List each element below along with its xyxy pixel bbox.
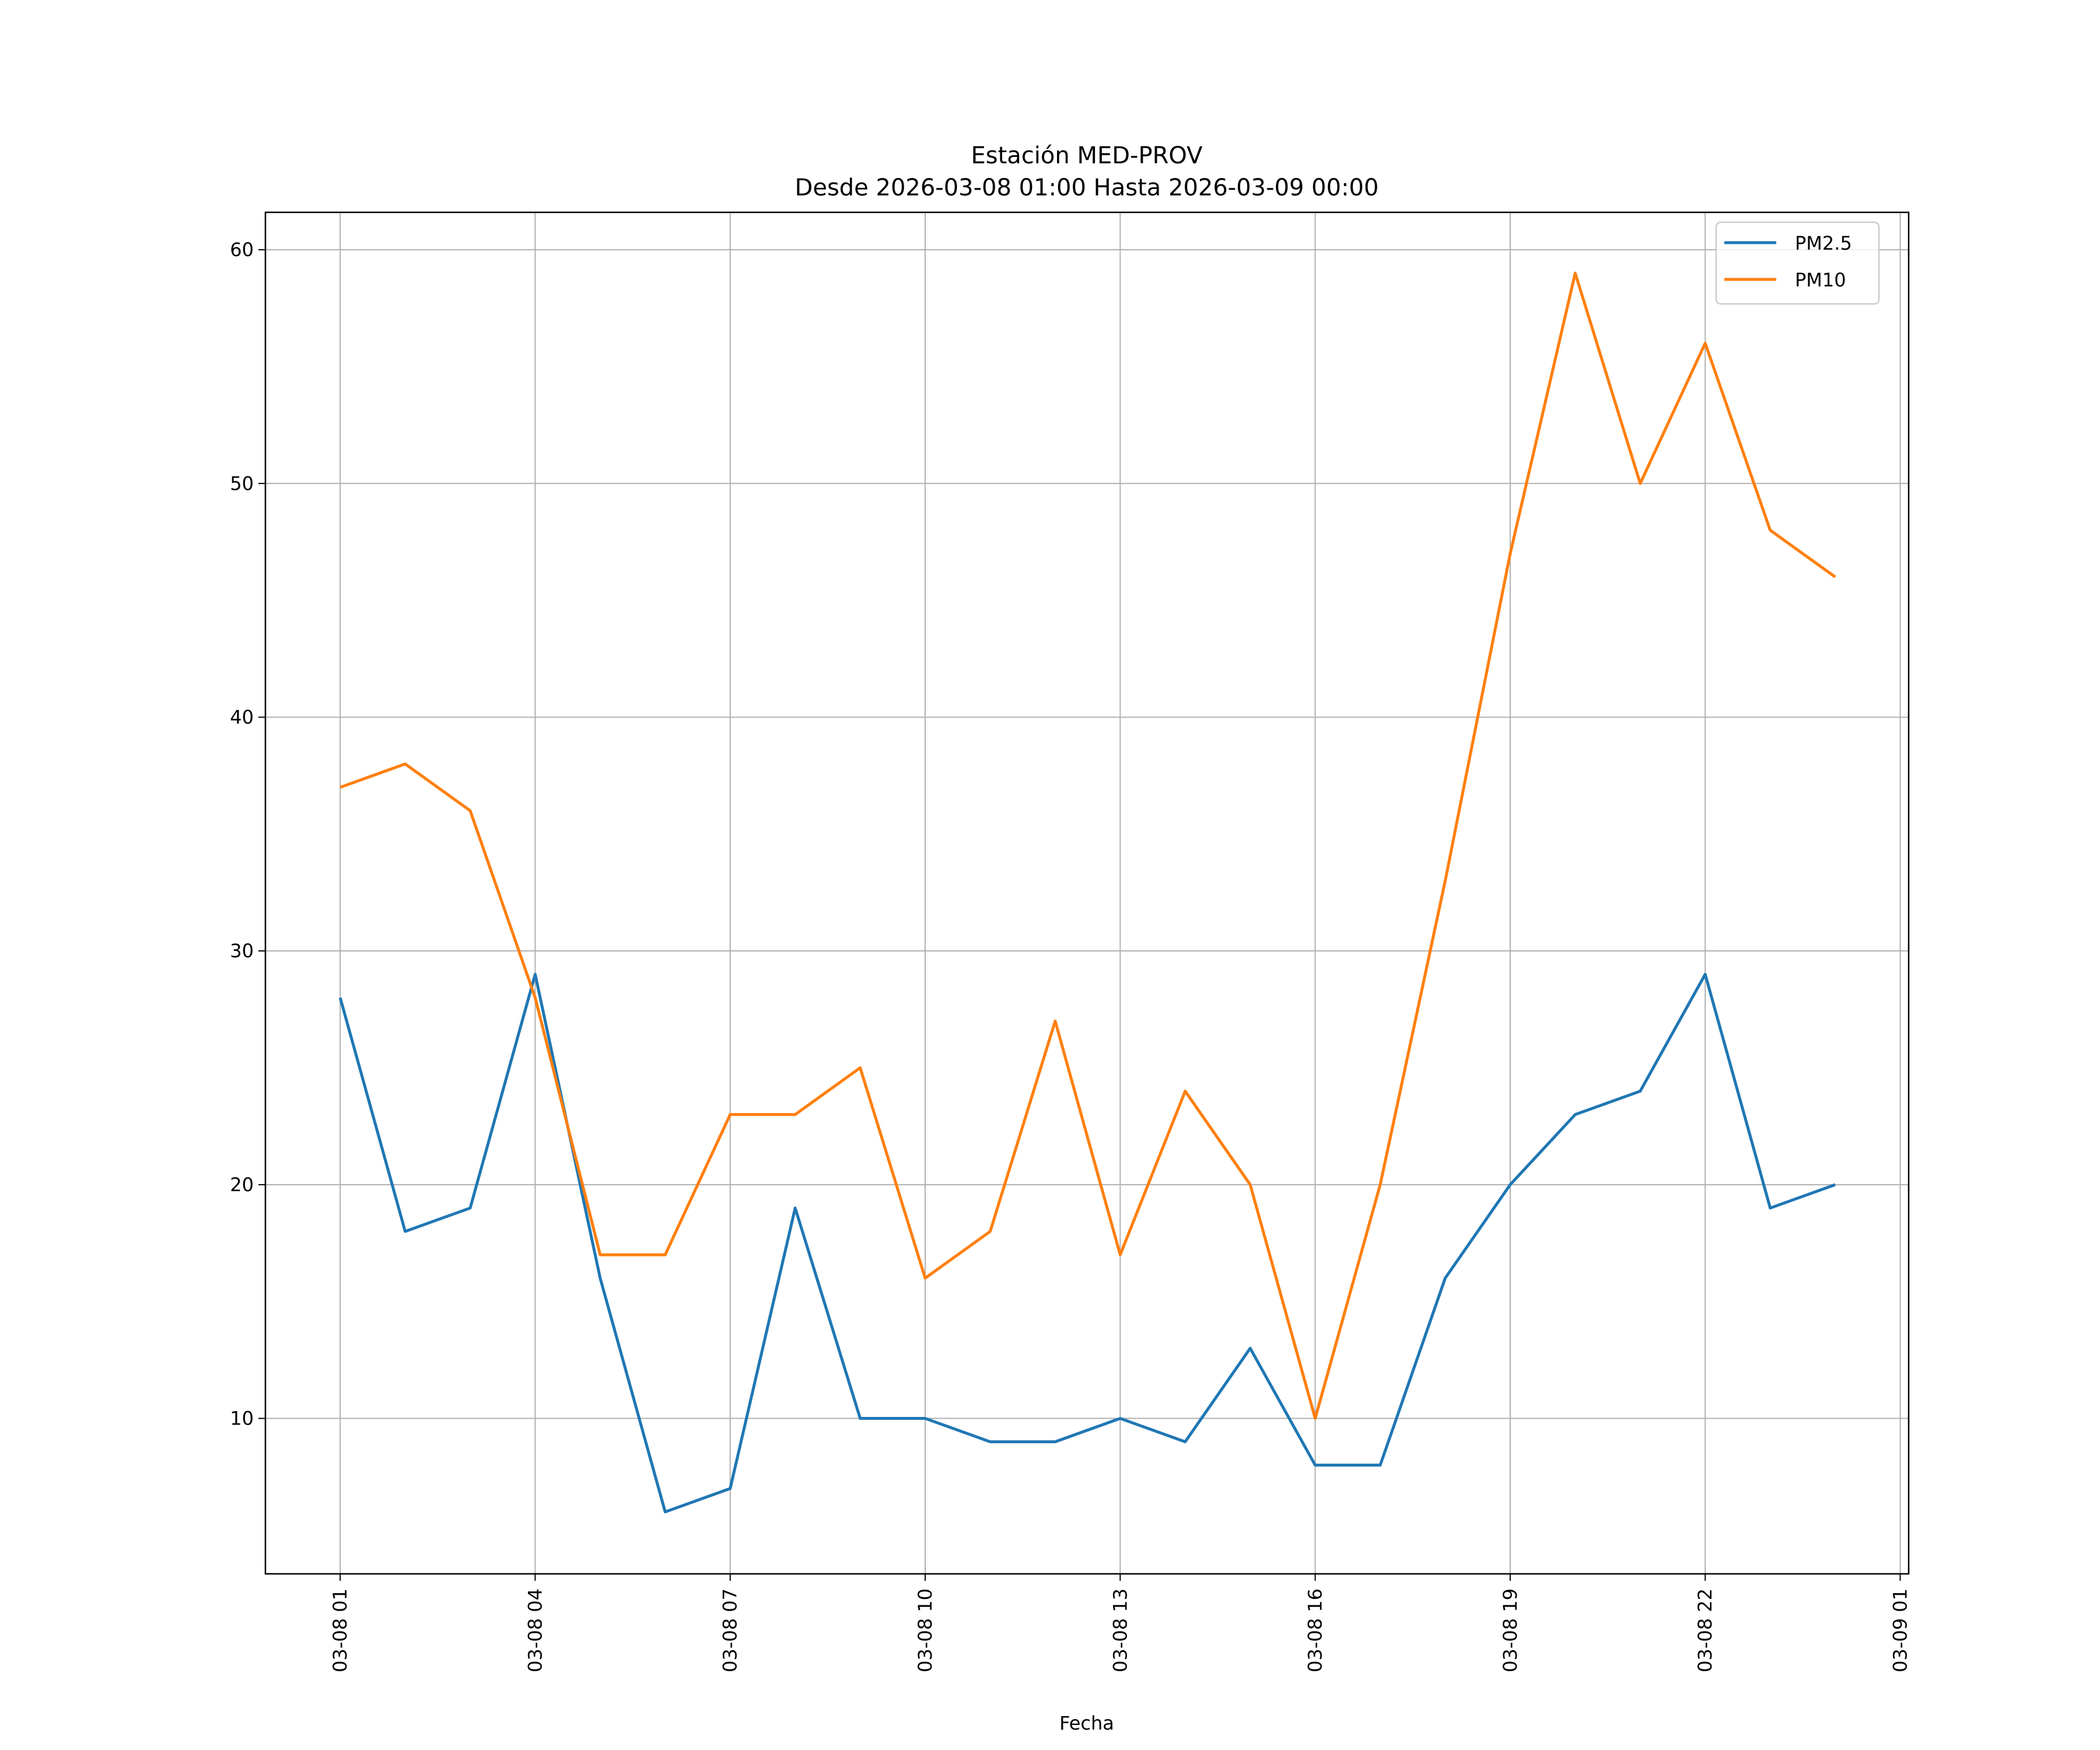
y-tick-label: 50 bbox=[230, 473, 254, 495]
chart-subtitle: Desde 2026-03-08 01:00 Hasta 2026-03-09 … bbox=[795, 174, 1379, 201]
x-tick-label: 03-08 16 bbox=[1304, 1588, 1326, 1672]
y-tick-label: 20 bbox=[230, 1174, 254, 1196]
series-lines bbox=[338, 271, 1836, 1514]
x-tick-label: 03-08 19 bbox=[1499, 1588, 1521, 1672]
series-line-pm10 bbox=[340, 271, 1836, 1420]
x-tick-label: 03-08 01 bbox=[329, 1588, 351, 1672]
series-line-pm25 bbox=[338, 972, 1836, 1514]
y-tick-label: 30 bbox=[230, 940, 254, 962]
grid bbox=[265, 212, 1909, 1574]
legend: PM2.5 PM10 bbox=[1715, 221, 1880, 305]
x-axis-label: Fecha bbox=[1059, 1712, 1114, 1734]
y-tick-label: 40 bbox=[230, 706, 254, 728]
y-tick-label: 60 bbox=[230, 239, 254, 261]
x-tick-label: 03-08 10 bbox=[914, 1588, 936, 1672]
x-tick-label: 03-08 13 bbox=[1109, 1588, 1131, 1672]
legend-label-pm10: PM10 bbox=[1795, 269, 1846, 291]
x-tick-label: 03-09 01 bbox=[1889, 1588, 1912, 1672]
axis-ticks: 03-08 01 03-08 04 03-08 07 03-08 10 03-08 13… bbox=[230, 239, 1911, 1672]
y-tick-label: 10 bbox=[230, 1408, 254, 1430]
chart-title: Estación MED-PROV bbox=[971, 142, 1203, 169]
x-tick-label: 03-08 22 bbox=[1694, 1588, 1716, 1672]
plot-frame bbox=[264, 211, 1910, 1575]
x-tick-label: 03-08 07 bbox=[719, 1588, 741, 1672]
legend-label-pm25: PM2.5 bbox=[1795, 232, 1852, 254]
x-tick-label: 03-08 04 bbox=[524, 1588, 546, 1672]
